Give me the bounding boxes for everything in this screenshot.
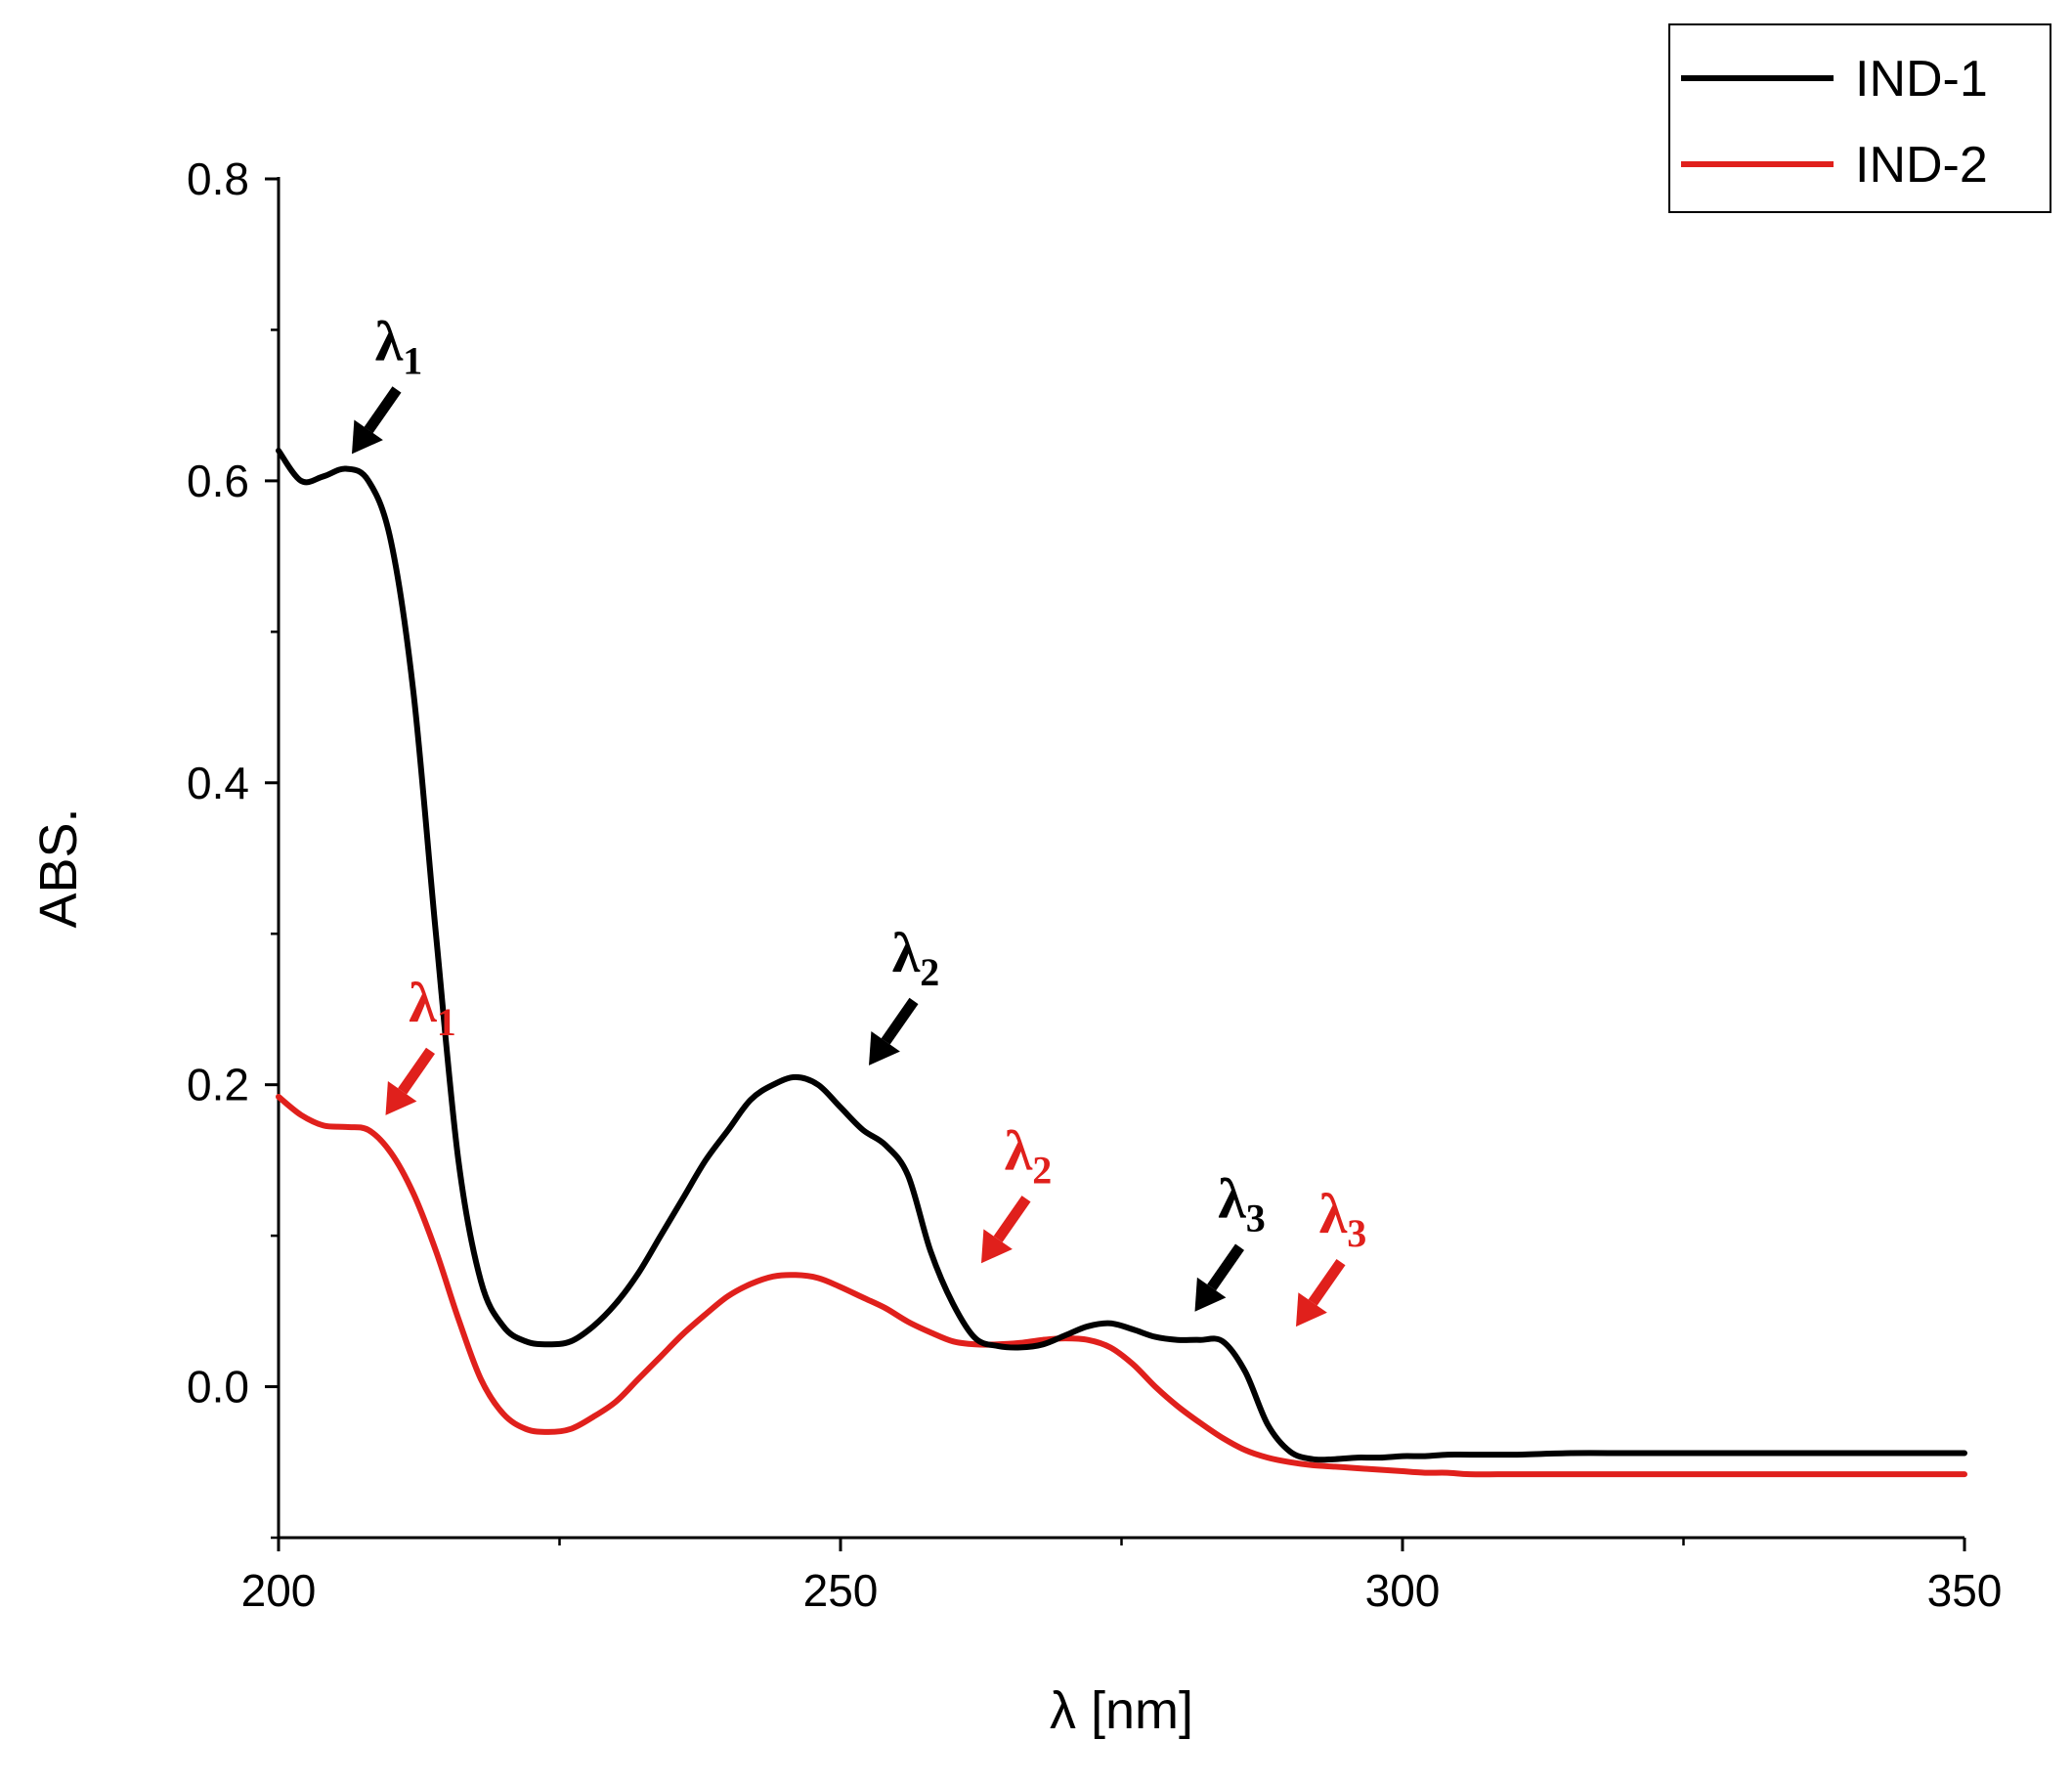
annotation-label: λ2: [892, 921, 940, 994]
x-tick-label: 350: [1927, 1565, 2003, 1616]
series-layer: [276, 448, 1967, 1478]
peak-annotation-ind-2-lambda3: λ3: [1296, 1182, 1366, 1327]
legend-label-ind-2: IND-2: [1855, 137, 1988, 194]
annotation-arrow-shaft: [364, 386, 402, 433]
annotation-label: λ3: [1218, 1167, 1266, 1240]
y-tick-label: 0.6: [187, 456, 249, 506]
y-tick-label: 0.4: [187, 758, 249, 808]
legend: IND-1 IND-2: [1668, 23, 2051, 213]
annotation-label: λ3: [1319, 1182, 1367, 1255]
peak-annotation-ind-2-lambda2: λ2: [981, 1118, 1053, 1264]
annotation-arrow-shaft: [881, 997, 919, 1045]
y-tick-label: 0.2: [187, 1060, 249, 1110]
annotation-arrow-shaft: [398, 1047, 436, 1095]
y-tick-label: 0.0: [187, 1362, 249, 1413]
annotation-arrow-head: [1296, 1292, 1327, 1327]
annotation-arrow-head: [385, 1081, 417, 1115]
peak-annotation-ind-2-lambda1: λ1: [385, 971, 456, 1115]
x-tick-label: 200: [241, 1565, 317, 1616]
legend-label-ind-1: IND-1: [1855, 51, 1988, 108]
annotation-label: λ2: [1005, 1118, 1053, 1192]
annotation-arrow-head: [352, 419, 383, 455]
legend-box: [1668, 23, 2051, 213]
y-axis: 0.0 0.2 0.4 0.6 0.8: [187, 153, 279, 1540]
annotation-label: λ1: [375, 309, 423, 382]
annotation-arrow-head: [981, 1229, 1013, 1264]
y-axis-title: ABS.: [29, 807, 88, 928]
annotation-arrow-head: [869, 1031, 900, 1066]
x-tick-label: 300: [1365, 1565, 1441, 1616]
annotation-arrow-shaft: [993, 1196, 1031, 1242]
y-tick-label: 0.8: [187, 153, 249, 204]
series-line-ind-2: [276, 1094, 1967, 1478]
peak-annotation-ind-1-lambda2: λ2: [869, 921, 939, 1066]
annotation-layer: λ1 λ2 λ3 λ1 λ2 λ3: [352, 309, 1366, 1327]
x-tick-label: 250: [803, 1565, 879, 1616]
annotation-label: λ1: [409, 971, 456, 1044]
peak-annotation-ind-1-lambda3: λ3: [1194, 1167, 1266, 1312]
annotation-arrow-shaft: [1207, 1243, 1245, 1291]
x-axis: 200 250 300 350: [241, 1538, 2003, 1616]
peak-annotation-ind-1-lambda1: λ1: [352, 309, 423, 455]
x-axis-title: λ [nm]: [1050, 1681, 1193, 1740]
plot-frame: [277, 177, 1964, 1540]
annotation-arrow-head: [1194, 1277, 1227, 1312]
series-line-ind-1: [276, 448, 1967, 1463]
annotation-arrow-shaft: [1308, 1258, 1346, 1306]
